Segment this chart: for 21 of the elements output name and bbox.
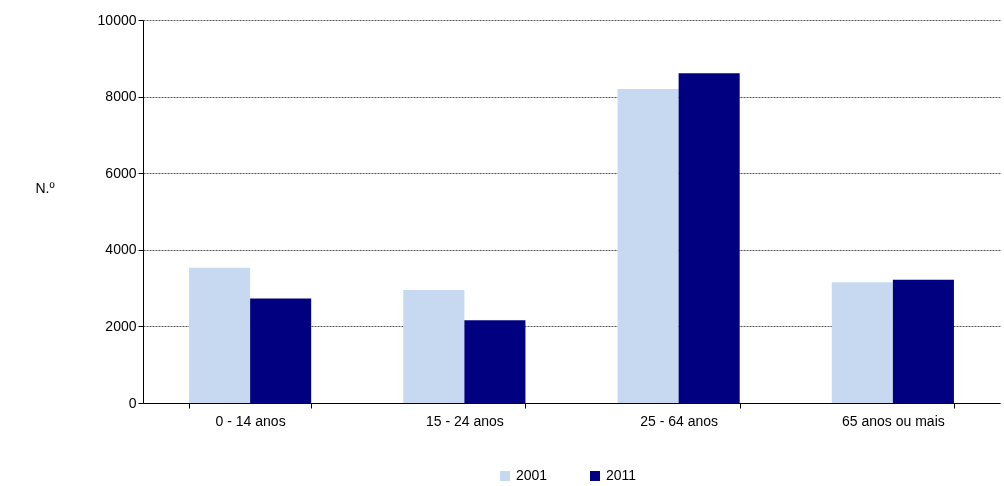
bar	[403, 290, 465, 403]
y-tick-label: 8000	[105, 88, 137, 105]
y-axis-title: N.º	[35, 179, 55, 196]
bar	[189, 267, 251, 403]
bar	[464, 320, 526, 403]
bar	[678, 73, 740, 403]
x-tick-label: 15 - 24 anos	[425, 412, 504, 429]
y-tick-label: 0	[128, 394, 137, 411]
legend-label: 2011	[606, 467, 637, 483]
bar	[617, 88, 679, 403]
x-tick-label: 25 - 64 anos	[640, 412, 719, 429]
bar	[250, 298, 312, 403]
x-tick-label: 0 - 14 anos	[215, 412, 286, 429]
bar	[831, 282, 893, 403]
x-tick-label: 65 anos ou mais	[842, 412, 945, 429]
y-tick-label: 4000	[105, 241, 137, 258]
bar	[892, 279, 954, 403]
legend-label: 2001	[516, 467, 548, 483]
y-tick-label: 6000	[105, 164, 137, 181]
y-tick-label: 10000	[97, 11, 137, 28]
y-tick-label: 2000	[105, 317, 137, 334]
